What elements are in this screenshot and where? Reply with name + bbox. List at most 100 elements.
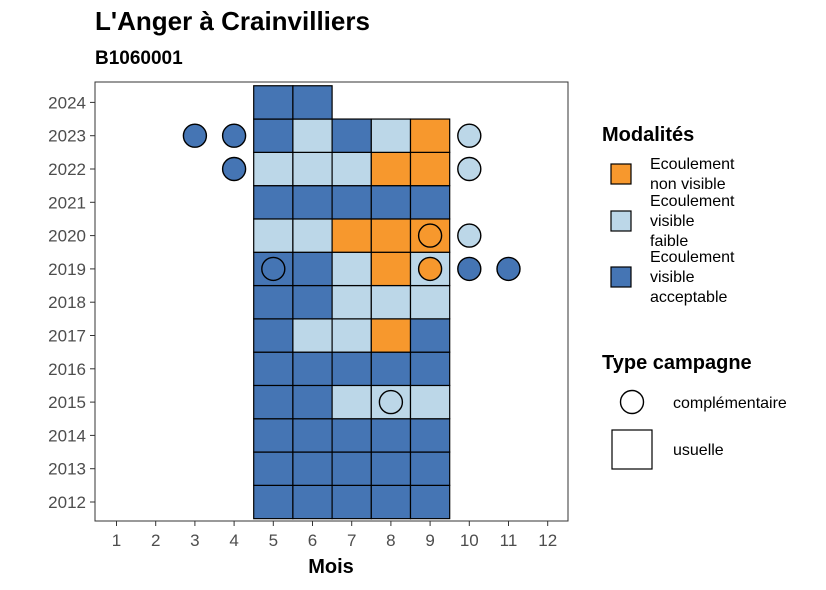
y-tick-label-2014: 2014 xyxy=(48,426,86,445)
y-tick-label-2013: 2013 xyxy=(48,460,86,479)
tile-2017-6 xyxy=(292,318,333,353)
legend-label-faible-2: faible xyxy=(650,233,688,250)
tile-2020-8 xyxy=(370,218,412,253)
tile-2015-9 xyxy=(409,384,451,420)
tile-2018-7 xyxy=(331,284,372,320)
legend-label-non_visible-1: non visible xyxy=(650,176,726,193)
y-tick-label-2024: 2024 xyxy=(48,93,86,112)
point-2022-10 xyxy=(457,156,482,182)
tile-2017-9 xyxy=(409,318,451,353)
point-2019-9 xyxy=(417,256,443,282)
tile-2023-5 xyxy=(253,118,294,153)
x-tick-label-5: 5 xyxy=(269,531,278,550)
x-axis-title: Mois xyxy=(308,556,354,578)
tile-2020-5 xyxy=(253,218,294,253)
tile-2013-5 xyxy=(253,451,294,486)
tile-2022-6 xyxy=(292,151,333,187)
tile-2021-7 xyxy=(331,185,372,220)
legend-title-type: Type campagne xyxy=(602,352,752,374)
point-2022-4 xyxy=(221,156,247,182)
tile-2019-8 xyxy=(370,251,412,287)
y-axis: 2012 2013 2014 2015 2016 2017 2018 2019 2020 2021… xyxy=(48,93,95,512)
tile-2015-7 xyxy=(331,384,372,420)
tile-2017-5 xyxy=(253,318,294,353)
tile-2020-6 xyxy=(292,218,333,253)
x-axis: 1 2 3 4 5 6 7 8 9 10 11 12 xyxy=(112,521,557,550)
y-tick-label-2012: 2012 xyxy=(48,493,86,512)
y-tick-label-2019: 2019 xyxy=(48,260,86,279)
tile-2021-9 xyxy=(409,185,451,220)
tile-2012-9 xyxy=(409,484,451,520)
tile-2023-9 xyxy=(409,118,451,153)
legend-key-faible xyxy=(610,210,632,232)
tile-2022-8 xyxy=(370,151,412,187)
x-tick-label-7: 7 xyxy=(347,531,356,550)
tile-2015-5 xyxy=(253,384,294,420)
point-2020-9 xyxy=(417,223,443,248)
x-tick-label-2: 2 xyxy=(151,531,160,550)
point-2023-10 xyxy=(457,123,482,148)
tile-2019-6 xyxy=(292,251,333,287)
legend-key-non_visible xyxy=(610,163,632,185)
x-tick-label-9: 9 xyxy=(425,531,434,550)
tile-2014-5 xyxy=(253,418,294,453)
tile-2023-7 xyxy=(331,118,372,153)
tile-2021-6 xyxy=(292,185,333,220)
tile-2016-6 xyxy=(292,351,333,387)
tile-2012-8 xyxy=(370,484,412,520)
tile-2023-6 xyxy=(292,118,333,153)
y-tick-label-2016: 2016 xyxy=(48,360,86,379)
x-tick-label-1: 1 xyxy=(112,531,121,550)
legend-label-complementaire: complémentaire xyxy=(673,395,787,412)
tile-2012-6 xyxy=(292,484,333,520)
legend-label-faible-1: visible xyxy=(650,213,695,230)
legend-title-modalites: Modalités xyxy=(602,124,694,146)
tile-2018-5 xyxy=(253,284,294,320)
points-layer xyxy=(182,123,521,415)
tile-2021-5 xyxy=(253,185,294,220)
tile-2017-7 xyxy=(331,318,372,353)
x-tick-label-8: 8 xyxy=(386,531,395,550)
tile-2016-9 xyxy=(409,351,451,387)
tiles-layer xyxy=(253,85,451,520)
legend-key-complementaire xyxy=(619,389,645,415)
tile-2014-7 xyxy=(331,418,372,453)
tile-2014-9 xyxy=(409,418,451,453)
x-tick-label-12: 12 xyxy=(538,531,557,550)
tile-2016-7 xyxy=(331,351,372,387)
point-2023-3 xyxy=(182,123,208,148)
tile-2022-5 xyxy=(253,151,294,187)
x-tick-label-6: 6 xyxy=(308,531,317,550)
y-tick-label-2015: 2015 xyxy=(48,393,86,412)
y-tick-label-2021: 2021 xyxy=(48,193,86,212)
legend-label-acceptable-2: acceptable xyxy=(650,289,727,306)
y-tick-label-2017: 2017 xyxy=(48,327,86,346)
x-tick-label-10: 10 xyxy=(460,531,479,550)
point-2020-10 xyxy=(457,223,482,248)
point-2023-4 xyxy=(221,123,247,148)
tile-2017-8 xyxy=(370,318,412,353)
chart-title: L'Anger à Crainvilliers xyxy=(95,6,370,36)
tile-2015-6 xyxy=(292,384,333,420)
tile-2014-6 xyxy=(292,418,333,453)
tile-2022-7 xyxy=(331,151,372,187)
y-tick-label-2018: 2018 xyxy=(48,293,86,312)
tile-2012-7 xyxy=(331,484,372,520)
point-2019-10 xyxy=(457,256,482,282)
legend-label-faible-0: Ecoulement xyxy=(650,193,735,210)
legend-label-acceptable-0: Ecoulement xyxy=(650,249,735,266)
chart-subtitle: B1060001 xyxy=(95,48,183,69)
tile-2018-9 xyxy=(409,284,451,320)
legend-label-non_visible-0: Ecoulement xyxy=(650,156,735,173)
tile-2020-7 xyxy=(331,218,372,253)
legend-key-usuelle xyxy=(611,429,653,470)
tile-2019-7 xyxy=(331,251,372,287)
tile-2014-8 xyxy=(370,418,412,453)
y-tick-label-2022: 2022 xyxy=(48,160,86,179)
tile-2018-8 xyxy=(370,284,412,320)
tile-2012-5 xyxy=(253,484,294,520)
tile-2018-6 xyxy=(292,284,333,320)
y-tick-label-2023: 2023 xyxy=(48,127,86,146)
point-2019-11 xyxy=(496,256,521,282)
